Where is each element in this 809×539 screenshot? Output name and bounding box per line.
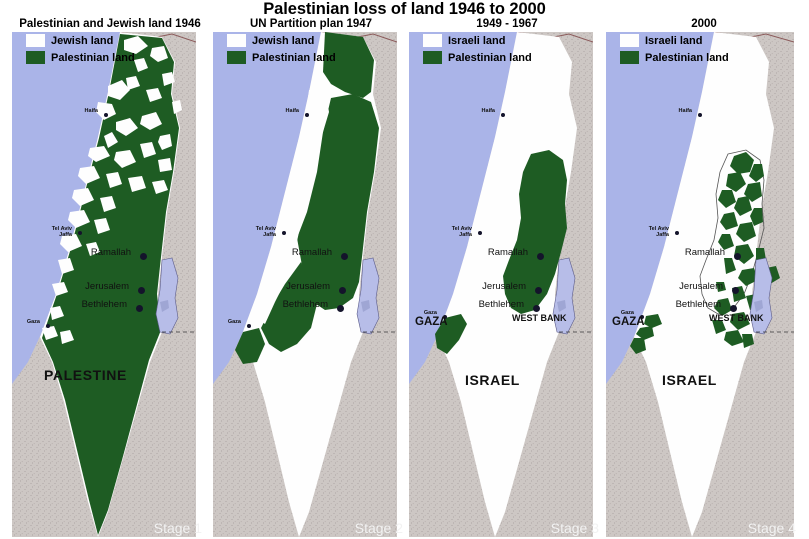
legend-stage-1: Jewish land Palestinian land (26, 33, 135, 67)
map-panel-stage-3[interactable]: 1949 - 1967 (409, 17, 605, 539)
legend-swatch-israeli-icon (620, 34, 639, 47)
map-canvas-stage-3[interactable] (409, 32, 593, 537)
panel-title-stage-4: 2000 (691, 18, 717, 30)
panel-title-stage-3: 1949 - 1967 (476, 18, 538, 30)
map-panel-stage-2[interactable]: UN Partition plan 1947 (213, 17, 409, 539)
legend-swatch-palestinian-icon (227, 51, 246, 64)
legend-swatch-jewish-icon (26, 34, 45, 47)
legend-swatch-palestinian-icon (26, 51, 45, 64)
map-svg-stage-1 (12, 32, 196, 537)
legend-label-palestinian: Palestinian land (645, 51, 729, 64)
panel-title-stage-1: Palestinian and Jewish land 1946 (19, 18, 201, 30)
map-canvas-stage-1[interactable] (12, 32, 196, 537)
legend-row-palestinian: Palestinian land (26, 50, 135, 65)
legend-row-jewish: Jewish land (227, 33, 336, 48)
legend-row-israeli: Israeli land (620, 33, 729, 48)
legend-row-israeli: Israeli land (423, 33, 532, 48)
legend-row-palestinian: Palestinian land (423, 50, 532, 65)
legend-swatch-palestinian-icon (423, 51, 442, 64)
map-canvas-stage-4[interactable] (606, 32, 794, 537)
map-panel-stage-1[interactable]: Palestinian and Jewish land 1946 (12, 17, 208, 539)
legend-stage-3: Israeli land Palestinian land (423, 33, 532, 67)
legend-label-israeli: Israeli land (448, 34, 506, 47)
legend-label-jewish: Jewish land (252, 34, 315, 47)
legend-label-palestinian: Palestinian land (252, 51, 336, 64)
legend-label-palestinian: Palestinian land (448, 51, 532, 64)
page-title: Palestinian loss of land 1946 to 2000 (263, 0, 546, 18)
legend-label-israeli: Israeli land (645, 34, 703, 47)
legend-swatch-palestinian-icon (620, 51, 639, 64)
map-canvas-stage-2[interactable] (213, 32, 397, 537)
legend-row-palestinian: Palestinian land (620, 50, 729, 65)
map-panel-stage-4[interactable]: 2000 (606, 17, 802, 539)
map-svg-stage-4 (606, 32, 794, 537)
map-svg-stage-3 (409, 32, 593, 537)
map-svg-stage-2 (213, 32, 397, 537)
panel-title-stage-2: UN Partition plan 1947 (249, 18, 373, 30)
legend-row-jewish: Jewish land (26, 33, 135, 48)
legend-stage-2: Jewish land Palestinian land (227, 33, 336, 67)
legend-swatch-jewish-icon (227, 34, 246, 47)
panels-container: Palestinian and Jewish land 1946 (0, 17, 809, 539)
legend-label-jewish: Jewish land (51, 34, 114, 47)
legend-stage-4: Israeli land Palestinian land (620, 33, 729, 67)
legend-row-palestinian: Palestinian land (227, 50, 336, 65)
legend-swatch-israeli-icon (423, 34, 442, 47)
legend-label-palestinian: Palestinian land (51, 51, 135, 64)
